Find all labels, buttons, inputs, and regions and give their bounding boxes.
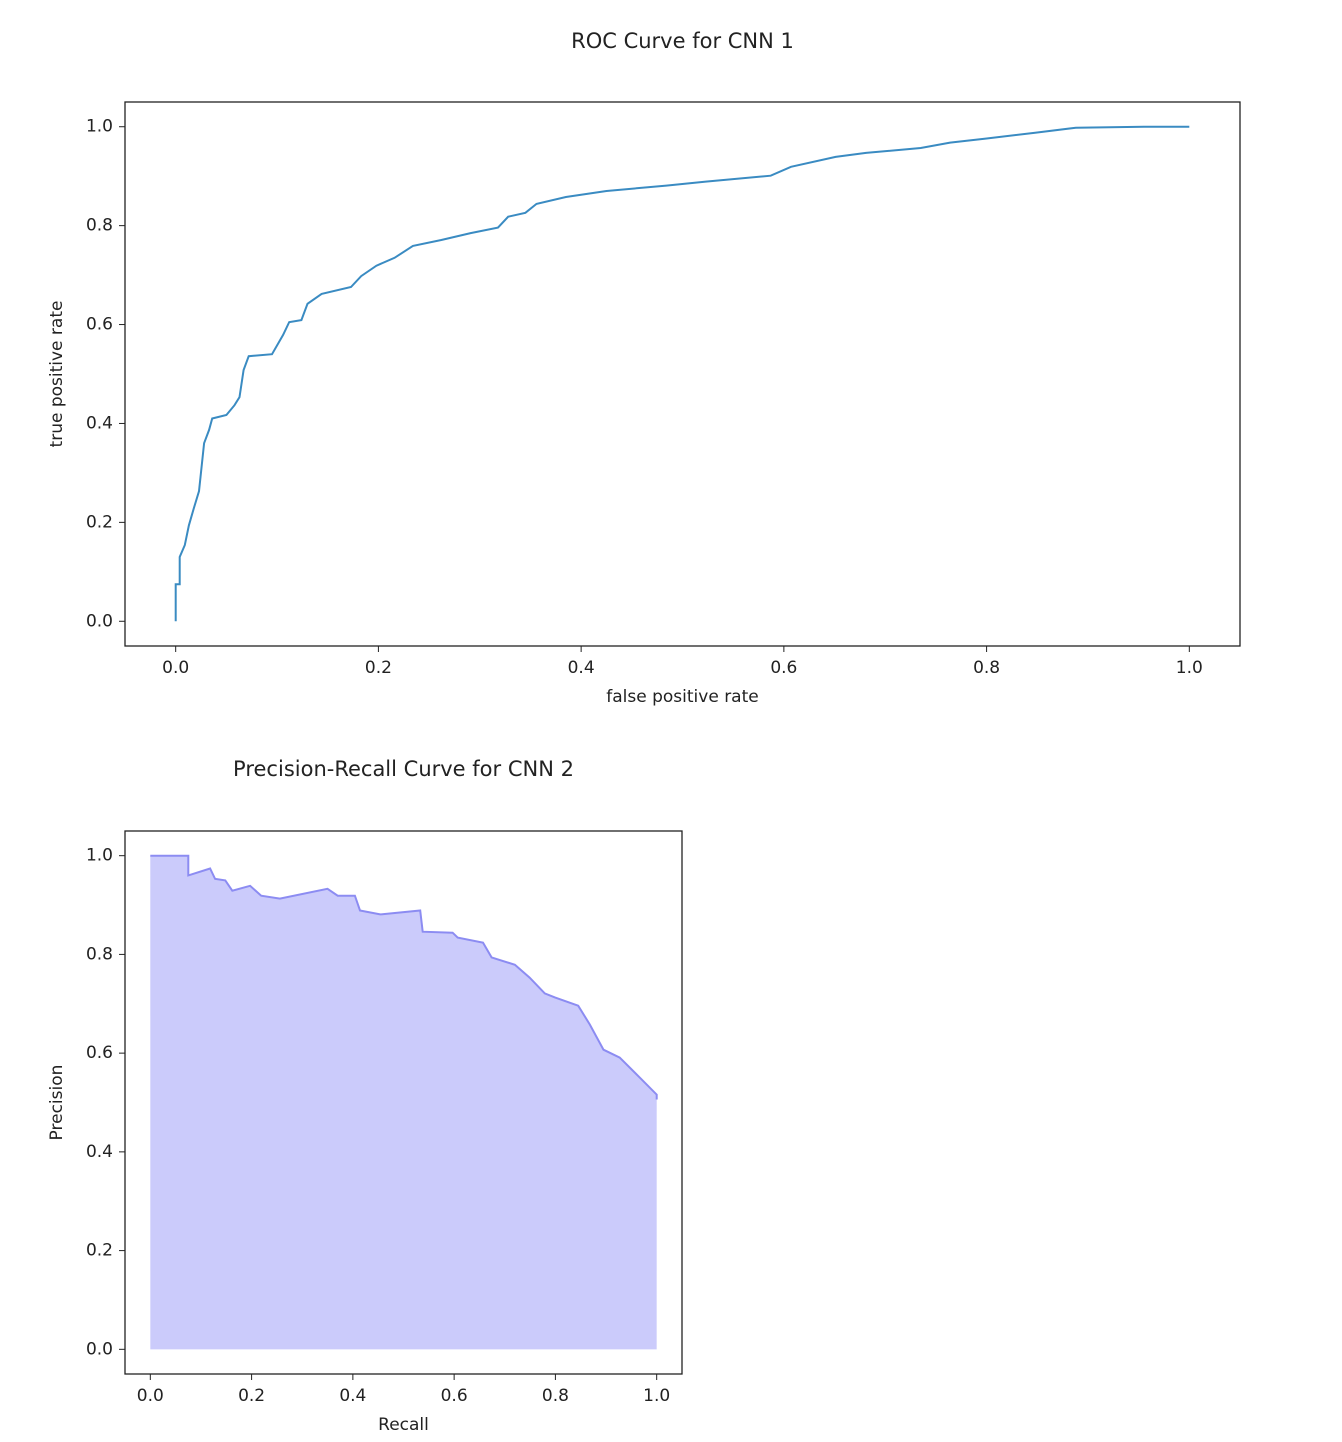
curve	[174, 125, 1190, 622]
x-axis-label: Recall	[378, 1415, 429, 1435]
x-tick-label: 0.6	[441, 1386, 468, 1406]
curve	[150, 854, 658, 1100]
x-tick-label: 0.2	[238, 1386, 265, 1406]
x-tick-label: 0.2	[365, 658, 392, 678]
y-tick-label: 1.0	[86, 846, 113, 866]
chart-title: Precision-Recall Curve for CNN 2	[233, 757, 574, 781]
y-tick-label: 0.0	[86, 1339, 113, 1359]
y-tick-label: 0.4	[86, 413, 113, 433]
axes-frame	[124, 830, 683, 1375]
y-tick-label: 0.2	[86, 1241, 113, 1261]
x-tick-label: 0.0	[137, 1386, 164, 1406]
y-tick-label: 0.8	[86, 944, 113, 964]
y-tick-label: 0.4	[86, 1142, 113, 1162]
x-tick-label: 1.0	[1176, 658, 1203, 678]
chart-title: ROC Curve for CNN 1	[571, 29, 794, 53]
x-tick-label: 0.8	[542, 1386, 569, 1406]
y-tick-label: 0.0	[86, 611, 113, 631]
y-axis-label: Precision	[47, 1065, 67, 1141]
x-tick-label: 0.8	[973, 658, 1000, 678]
x-tick-label: 0.4	[339, 1386, 366, 1406]
x-tick-label: 0.4	[568, 658, 595, 678]
y-tick-label: 0.8	[86, 216, 113, 236]
x-axis-label: false positive rate	[606, 687, 758, 707]
x-tick-label: 0.6	[770, 658, 797, 678]
y-axis-label: true positive rate	[47, 301, 67, 448]
axes-frame	[124, 101, 1241, 647]
area-fill	[150, 855, 657, 1350]
y-tick-label: 0.6	[86, 315, 113, 335]
x-tick-label: 1.0	[643, 1386, 670, 1406]
y-tick-label: 0.6	[86, 1043, 113, 1063]
x-tick-label: 0.0	[162, 658, 189, 678]
y-tick-label: 0.2	[86, 512, 113, 532]
y-tick-label: 1.0	[86, 117, 113, 137]
